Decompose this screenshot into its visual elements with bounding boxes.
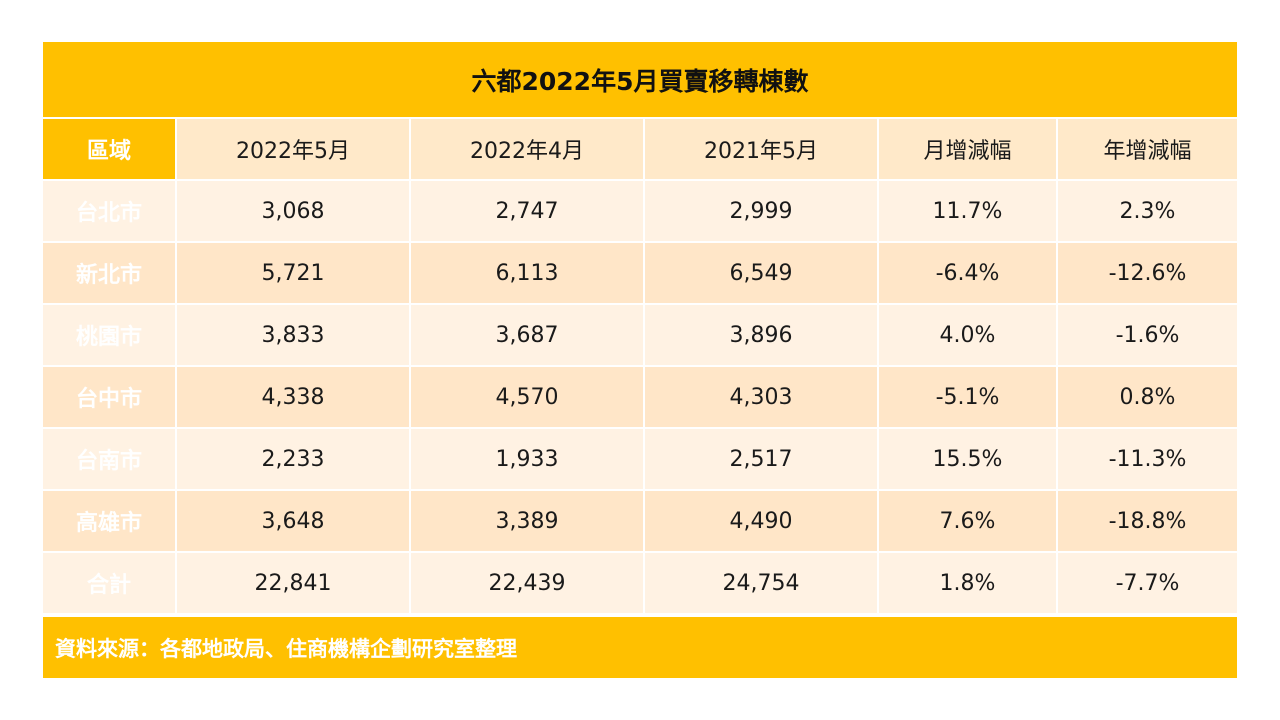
mom-cell: 7.6%	[879, 491, 1058, 553]
total-row: 合計 22,841 22,439 24,754 1.8% -7.7%	[43, 553, 1237, 615]
may-2022-cell: 3,648	[177, 491, 411, 553]
table-row: 台北市 3,068 2,747 2,999 11.7% 2.3%	[43, 181, 1237, 243]
header-mom-change: 月增減幅	[879, 119, 1058, 181]
may-2021-cell: 6,549	[645, 243, 879, 305]
may-2022-cell: 3,833	[177, 305, 411, 367]
table-row: 台南市 2,233 1,933 2,517 15.5% -11.3%	[43, 429, 1237, 491]
header-region: 區域	[43, 119, 177, 181]
may-2021-cell: 24,754	[645, 553, 879, 615]
region-cell: 新北市	[43, 243, 177, 305]
yoy-cell: -11.3%	[1058, 429, 1237, 491]
may-2022-cell: 22,841	[177, 553, 411, 615]
may-2021-cell: 2,517	[645, 429, 879, 491]
apr-2022-cell: 4,570	[411, 367, 645, 429]
yoy-cell: 2.3%	[1058, 181, 1237, 243]
yoy-cell: -12.6%	[1058, 243, 1237, 305]
yoy-cell: -1.6%	[1058, 305, 1237, 367]
table-row: 台中市 4,338 4,570 4,303 -5.1% 0.8%	[43, 367, 1237, 429]
mom-cell: 1.8%	[879, 553, 1058, 615]
apr-2022-cell: 6,113	[411, 243, 645, 305]
header-may-2022: 2022年5月	[177, 119, 411, 181]
yoy-cell: 0.8%	[1058, 367, 1237, 429]
apr-2022-cell: 22,439	[411, 553, 645, 615]
region-cell: 桃園市	[43, 305, 177, 367]
may-2022-cell: 4,338	[177, 367, 411, 429]
mom-cell: 11.7%	[879, 181, 1058, 243]
table-row: 桃園市 3,833 3,687 3,896 4.0% -1.6%	[43, 305, 1237, 367]
may-2021-cell: 2,999	[645, 181, 879, 243]
region-cell: 台北市	[43, 181, 177, 243]
apr-2022-cell: 3,687	[411, 305, 645, 367]
transfer-table: 區域 2022年5月 2022年4月 2021年5月 月增減幅 年增減幅 台北市…	[43, 119, 1237, 615]
apr-2022-cell: 3,389	[411, 491, 645, 553]
header-apr-2022: 2022年4月	[411, 119, 645, 181]
header-yoy-change: 年增減幅	[1058, 119, 1237, 181]
region-cell: 台南市	[43, 429, 177, 491]
mom-cell: -6.4%	[879, 243, 1058, 305]
yoy-cell: -7.7%	[1058, 553, 1237, 615]
region-cell: 台中市	[43, 367, 177, 429]
source-note: 資料來源：各都地政局、住商機構企劃研究室整理	[43, 617, 1237, 678]
apr-2022-cell: 2,747	[411, 181, 645, 243]
table-title: 六都2022年5月買賣移轉棟數	[43, 42, 1237, 117]
table-row: 新北市 5,721 6,113 6,549 -6.4% -12.6%	[43, 243, 1237, 305]
table-header-row: 區域 2022年5月 2022年4月 2021年5月 月增減幅 年增減幅	[43, 119, 1237, 181]
mom-cell: 15.5%	[879, 429, 1058, 491]
table-row: 高雄市 3,648 3,389 4,490 7.6% -18.8%	[43, 491, 1237, 553]
header-may-2021: 2021年5月	[645, 119, 879, 181]
may-2022-cell: 5,721	[177, 243, 411, 305]
transfer-table-card: 六都2022年5月買賣移轉棟數 區域 2022年5月 2022年4月 2021年…	[43, 42, 1237, 678]
may-2022-cell: 2,233	[177, 429, 411, 491]
may-2022-cell: 3,068	[177, 181, 411, 243]
mom-cell: 4.0%	[879, 305, 1058, 367]
yoy-cell: -18.8%	[1058, 491, 1237, 553]
region-cell: 高雄市	[43, 491, 177, 553]
may-2021-cell: 4,490	[645, 491, 879, 553]
may-2021-cell: 4,303	[645, 367, 879, 429]
apr-2022-cell: 1,933	[411, 429, 645, 491]
mom-cell: -5.1%	[879, 367, 1058, 429]
may-2021-cell: 3,896	[645, 305, 879, 367]
region-cell: 合計	[43, 553, 177, 615]
